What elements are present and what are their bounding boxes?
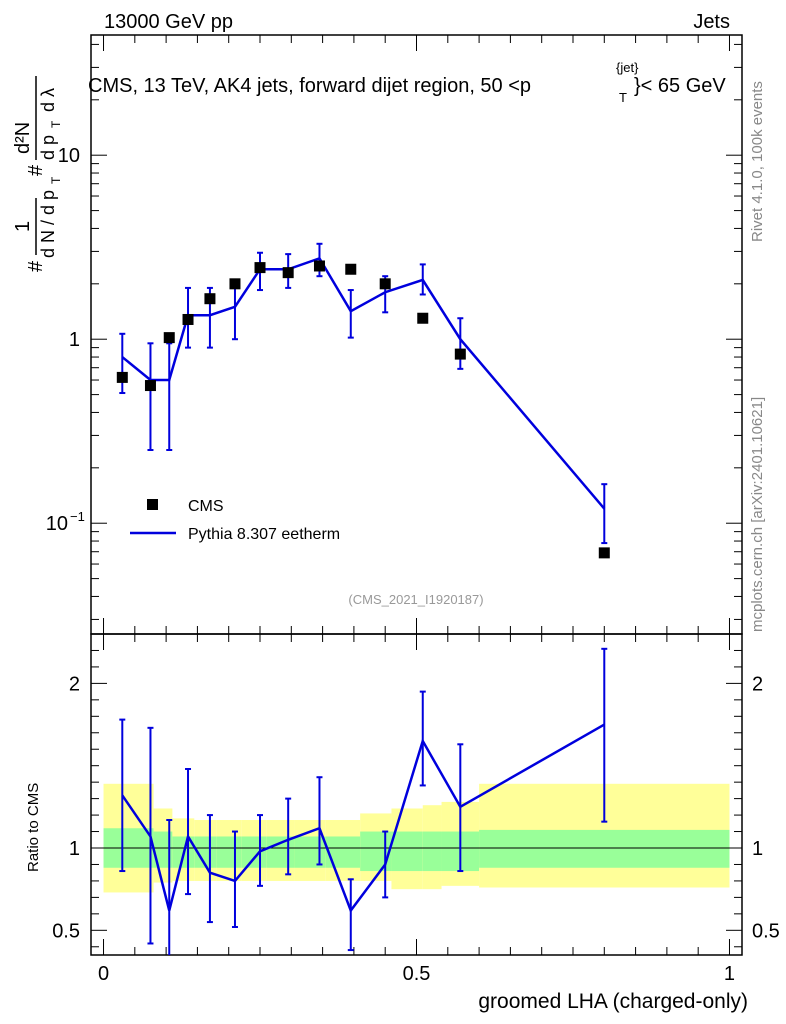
cms-data-point	[379, 278, 391, 290]
ratio-band-inner	[216, 836, 242, 868]
y-label-one: 1	[12, 221, 34, 232]
y-label-dn: d N / d p	[38, 190, 58, 258]
cms-data-point	[254, 262, 266, 274]
ratio-band-inner	[360, 831, 392, 872]
ratio-band-inner	[241, 836, 267, 868]
cms-data-point	[229, 278, 241, 290]
cms-data-point	[417, 312, 429, 324]
x-tick-label: 1	[724, 963, 735, 985]
title-tail: }< 65 GeV	[634, 75, 726, 97]
legend-mc-label: Pythia 8.307 eetherm	[188, 526, 340, 543]
ratio-mc-line	[121, 723, 605, 914]
main-y-tick-label: 1	[69, 329, 80, 351]
ratio-band-inner	[422, 831, 442, 872]
mc-series-line	[121, 256, 606, 510]
ratio-y-tick-label-right: 2	[752, 673, 763, 695]
y-label-dpt: d p	[38, 135, 58, 160]
x-axis-label: groomed LHA (charged-only)	[478, 990, 748, 1013]
ratio-band-inner	[479, 829, 730, 868]
y-label-t2: T	[49, 120, 63, 128]
cms-data-point	[454, 348, 466, 360]
legend: CMS Pythia 8.307 eetherm	[130, 498, 340, 543]
title-sub: T	[619, 90, 627, 105]
plot-title: CMS, 13 TeV, AK4 jets, forward dijet reg…	[88, 60, 726, 105]
cms-data-point	[313, 260, 325, 272]
main-y-tick-label: 10	[46, 513, 68, 535]
y-label-d2n: d²N	[12, 122, 34, 154]
analysis-watermark: (CMS_2021_I1920187)	[348, 592, 483, 607]
main-y-tick-label: 10	[58, 145, 80, 167]
cms-data-point	[182, 313, 194, 325]
x-tick-label: 0.5	[403, 963, 431, 985]
ratio-y-tick-label-right: 0.5	[752, 920, 780, 942]
x-tick-label: 0	[98, 963, 109, 985]
ratio-band-inner	[325, 836, 361, 868]
main-y-label: # 1 d N / d p T # d²N d p T d λ	[12, 76, 63, 272]
ratio-band-inner	[153, 831, 173, 868]
main-y-tick-exponent: −1	[70, 509, 85, 524]
ratio-y-tick-label: 2	[69, 673, 80, 695]
ratio-band-inner	[294, 836, 326, 868]
cms-data-point	[116, 371, 128, 383]
cms-data-point	[204, 293, 216, 305]
header-left: 13000 GeV pp	[104, 11, 233, 33]
legend-cms-label: CMS	[188, 498, 224, 515]
ratio-y-label: Ratio to CMS	[25, 783, 42, 872]
cms-data-point	[598, 547, 610, 559]
ratio-y-tick-label: 1	[69, 838, 80, 860]
cms-data-point	[163, 332, 175, 344]
cms-data-point	[144, 380, 156, 392]
y-label-t1: T	[49, 176, 63, 184]
y-label-hash2: #	[25, 164, 47, 176]
cms-data-point	[282, 267, 294, 279]
ratio-band-inner	[391, 831, 423, 872]
header-right: Jets	[693, 11, 730, 33]
legend-cms-marker	[147, 499, 158, 510]
ratio-band-inner	[266, 836, 295, 868]
mcplots-label: mcplots.cern.ch [arXiv:2401.10621]	[749, 397, 766, 632]
ratio-panel: 0 0.5 1 0.5 0.5 1 1 2 2	[52, 633, 780, 985]
ratio-y-tick-label-right: 1	[752, 838, 763, 860]
cms-data-point	[345, 263, 357, 275]
y-label-hash1: #	[25, 260, 47, 272]
y-label-dlambda: d λ	[38, 88, 58, 112]
title-main: CMS, 13 TeV, AK4 jets, forward dijet reg…	[88, 75, 531, 97]
title-sup: {jet}	[616, 60, 639, 75]
ratio-y-tick-label: 0.5	[52, 920, 80, 942]
rivet-label: Rivet 4.1.0, 100k events	[749, 81, 766, 242]
